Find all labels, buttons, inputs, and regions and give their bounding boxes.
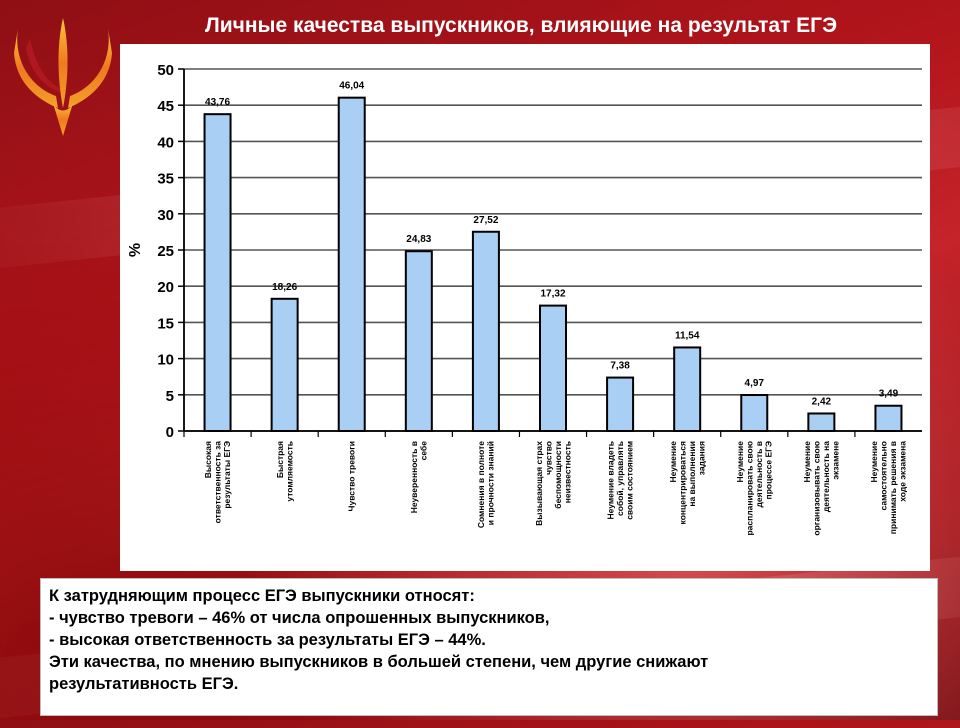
x-tick-label: на выполнении [687,441,697,507]
y-tick-label: 40 [157,134,174,151]
y-tick-label: 30 [157,207,174,224]
x-tick-label: беспомощности [553,441,563,509]
x-tick-label: экзамене [831,441,841,480]
x-tick-label-group: Неумение распланировать свою деятельность … [735,441,774,536]
x-tick-label: себе [419,441,429,461]
y-tick-label: 45 [157,98,174,115]
summary-line-5: результативность ЕГЭ. [49,675,239,693]
x-tick-label-group: Вызывающая страх чувство беспомощности неиз… [534,441,573,526]
data-label: 2,42 [812,396,832,407]
x-tick-label: Неуверенность в [409,441,419,513]
bar [471,230,500,432]
x-tick-label: результаты ЕГЭ [222,441,232,509]
x-tick-label: организовывать свою [812,441,822,536]
y-tick-label: 5 [166,388,174,405]
bar [740,394,769,433]
data-label: 11,54 [675,330,700,341]
data-label: 27,52 [473,215,498,226]
x-tick-label: принимать решения в [888,441,898,534]
x-tick-label-group: Сомнения в полноте и прочности знаний [476,441,496,528]
x-tick-label-group: Быстрая утомляемость [275,441,295,502]
chart-panel: 0 5 10 15 20 25 30 35 40 45 50% 43,76 18,26 46,04 24,8… [120,44,930,571]
x-tick-label: своим состоянием [625,441,635,520]
x-tick-label: Неумение [735,441,745,483]
x-tick-label: Высокая [203,441,213,478]
data-label: 4,97 [745,378,765,389]
bar [874,404,903,432]
x-tick-label: деятельность на [821,441,831,512]
bar [270,297,299,432]
y-tick-label: 50 [157,62,174,79]
page-title: Личные качества выпускников, влияющие на… [205,14,838,37]
bar [606,376,635,432]
bar [404,250,433,432]
x-tick-label: задания [696,441,706,475]
y-tick-label: 35 [157,171,174,188]
data-label: 43,76 [205,97,230,108]
y-tick-label: 25 [157,243,174,260]
data-label: 24,83 [406,234,431,245]
bar-chart: 0 5 10 15 20 25 30 35 40 45 50% 43,76 18,26 46,04 24,8… [127,62,922,536]
x-tick-label: ходе экзамена [898,441,908,502]
bar [203,113,232,432]
summary-text-box: К затрудняющим процесс ЕГЭ выпускники от… [40,578,938,716]
x-tick-label-group: Неумение владеть собой, управлять своим со… [606,441,635,520]
data-label: 3,49 [879,389,899,400]
x-tick-label: Неумение [869,441,879,483]
x-tick-label: утомляемость [284,441,294,502]
x-tick-label: Чувство тревоги [347,441,357,511]
x-tick-label: ответственность за [213,441,223,524]
x-tick-label: процессе ЕГЭ [764,441,774,499]
x-tick-label-group: Неуверенность в себе [409,441,429,514]
y-tick-label: 20 [157,279,174,296]
x-tick-label-group: Чувство тревоги [347,441,357,511]
psi-logo-icon [8,8,118,138]
bar [807,412,836,432]
bar [673,346,702,433]
x-tick-label-group: Неумение самостоятельно принимать решения … [869,441,908,534]
x-tick-label: деятельность в [754,441,764,508]
y-tick-label: 10 [157,352,174,369]
y-tick-label: 15 [157,315,174,332]
x-tick-label-group: Высокая ответственность за результаты ЕГЭ [203,441,232,524]
x-tick-label-group: Неумение организовывать свою деятельность … [802,441,841,536]
summary-line-1: К затрудняющим процесс ЕГЭ выпускники от… [49,587,475,605]
summary-line-3: - высокая ответственность за результаты … [49,631,486,649]
y-axis-label: % [127,243,144,257]
summary-line-4: Эти качества, по мнению выпускников в бо… [49,653,709,671]
x-tick-label: собой, управлять [615,441,625,516]
bar [337,96,366,432]
x-tick-label: распланировать свою [745,441,755,536]
x-tick-label-group: Неумение концентрироваться на выполнении за… [668,441,707,525]
data-label: 17,32 [540,289,565,300]
x-tick-label: Вызывающая страх [534,441,544,526]
data-label: 46,04 [339,81,364,92]
summary-line-2: - чувство тревоги – 46% от числа опрошен… [49,609,550,627]
x-tick-label: и прочности знаний [486,441,496,525]
x-tick-label: концентрироваться [677,441,687,524]
x-tick-label: Неумение [802,441,812,483]
x-tick-label: Сомнения в полноте [476,441,486,528]
x-tick-label: Неумение владеть [606,441,616,519]
y-tick-label: 0 [166,424,174,441]
data-label: 18,26 [272,282,297,293]
x-tick-label: Быстрая [275,441,285,478]
x-tick-label: Неумение [668,441,678,483]
x-tick-label: неизвестность [562,441,572,503]
x-tick-label: самостоятельно [879,441,889,510]
data-label: 7,38 [610,361,630,372]
bar [539,304,567,433]
x-tick-label: чувство [543,441,553,475]
